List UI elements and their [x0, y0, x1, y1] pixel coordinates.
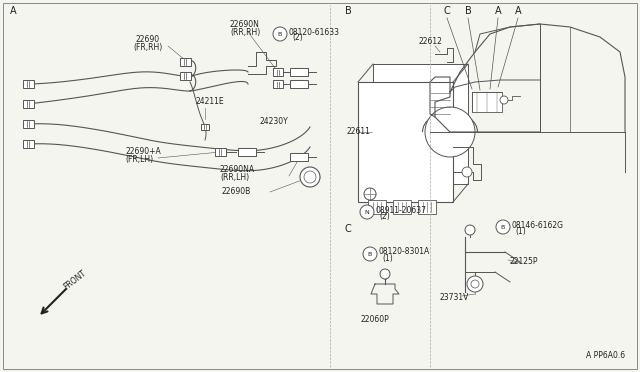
Circle shape	[471, 280, 479, 288]
Text: (RR,RH): (RR,RH)	[230, 28, 260, 37]
Text: B: B	[278, 32, 282, 36]
Circle shape	[273, 27, 287, 41]
Text: (1): (1)	[382, 254, 393, 263]
Text: 22612: 22612	[418, 37, 442, 46]
Text: (RR,LH): (RR,LH)	[220, 173, 249, 182]
Bar	[179, 71, 191, 80]
Circle shape	[300, 167, 320, 187]
Text: 23731V: 23731V	[440, 293, 469, 302]
Text: (1): (1)	[515, 227, 525, 236]
Bar	[22, 120, 33, 128]
Text: 24211E: 24211E	[195, 97, 223, 106]
Text: 22690B: 22690B	[222, 187, 252, 196]
Bar	[373, 64, 468, 184]
Text: 22060P: 22060P	[360, 315, 389, 324]
Circle shape	[465, 225, 475, 235]
Text: A: A	[495, 6, 501, 16]
Text: A: A	[10, 6, 17, 16]
Bar	[290, 80, 308, 88]
Bar	[418, 200, 436, 214]
Text: (2): (2)	[292, 33, 303, 42]
Bar	[214, 148, 225, 156]
Circle shape	[363, 247, 377, 261]
Text: B: B	[501, 224, 505, 230]
Circle shape	[467, 276, 483, 292]
Text: 22125P: 22125P	[510, 257, 538, 266]
Bar	[238, 148, 256, 156]
Text: FRONT: FRONT	[62, 269, 88, 292]
Circle shape	[360, 205, 374, 219]
Circle shape	[364, 188, 376, 200]
Text: 08911-20637: 08911-20637	[376, 205, 427, 215]
Bar	[368, 200, 386, 214]
Circle shape	[462, 167, 472, 177]
Bar	[22, 140, 33, 148]
Text: A PP6A0.6: A PP6A0.6	[586, 351, 625, 360]
Circle shape	[500, 96, 508, 104]
Circle shape	[496, 220, 510, 234]
Text: 08146-6162G: 08146-6162G	[512, 221, 564, 230]
Text: 22611: 22611	[347, 127, 371, 136]
Text: 08120-8301A: 08120-8301A	[379, 247, 430, 257]
Text: 22690NA: 22690NA	[220, 165, 255, 174]
Text: B: B	[345, 6, 352, 16]
Bar	[201, 124, 209, 130]
Circle shape	[304, 171, 316, 183]
Text: N: N	[365, 209, 369, 215]
Text: 22690+A: 22690+A	[125, 147, 161, 156]
Bar	[273, 68, 283, 76]
Bar	[22, 100, 33, 108]
Text: C: C	[345, 224, 352, 234]
Circle shape	[425, 107, 475, 157]
Text: 22690: 22690	[136, 35, 160, 44]
Bar	[22, 80, 33, 89]
Text: B: B	[368, 251, 372, 257]
Text: 22690N: 22690N	[230, 20, 260, 29]
Bar	[393, 200, 411, 214]
Text: (2): (2)	[379, 212, 390, 221]
Text: A: A	[515, 6, 522, 16]
Bar	[290, 68, 308, 76]
Bar	[179, 58, 191, 66]
Circle shape	[380, 269, 390, 279]
Bar	[290, 153, 308, 161]
Bar	[273, 80, 283, 88]
Text: (FR,RH): (FR,RH)	[133, 43, 163, 52]
Text: C: C	[444, 6, 451, 16]
Text: (FR,LH): (FR,LH)	[125, 155, 153, 164]
Bar	[472, 92, 502, 112]
Text: 08120-61633: 08120-61633	[289, 28, 340, 36]
Bar	[358, 82, 453, 202]
Text: 24230Y: 24230Y	[260, 117, 289, 126]
Text: B: B	[465, 6, 472, 16]
